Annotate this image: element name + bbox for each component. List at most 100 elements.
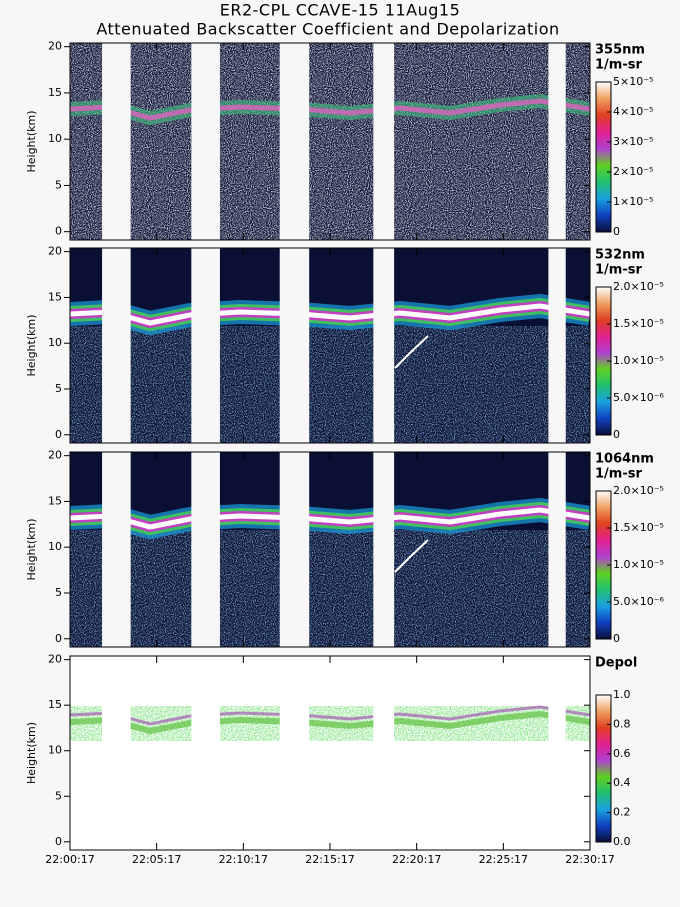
colorbar-tick-label: 1.5×10⁻⁵ <box>613 521 664 534</box>
colorbar <box>595 694 612 843</box>
y-tick-label: 15 <box>48 494 62 507</box>
cloud <box>70 705 590 726</box>
no-data-gap <box>279 248 310 443</box>
virga <box>394 539 429 573</box>
y-tick-label: 0 <box>55 225 62 238</box>
colorbar-tick-label: 0.2 <box>613 806 631 819</box>
no-data-gap <box>548 248 566 443</box>
no-data-gap <box>279 43 310 240</box>
x-tick-label: 22:05:17 <box>132 853 181 866</box>
colorbar-units: 1/m-sr <box>595 263 642 278</box>
colorbar-tick-label: 1.0×10⁻⁵ <box>613 354 664 367</box>
no-data-gap <box>373 248 395 443</box>
y-tick-label: 5 <box>55 382 62 395</box>
colorbar-tick-label: 5×10⁻⁵ <box>613 75 653 88</box>
no-data-gap <box>548 656 566 850</box>
no-data-gap <box>373 656 395 850</box>
colorbar-tick-label: 2.0×10⁻⁵ <box>613 280 664 293</box>
cloud <box>70 98 590 121</box>
y-axis-label: Height(km) <box>25 110 38 172</box>
y-tick-label: 15 <box>48 698 62 711</box>
colorbar-tick-label: 1.0×10⁻⁵ <box>613 558 664 571</box>
y-tick-label: 0 <box>55 835 62 848</box>
y-axis-label: Height(km) <box>25 518 38 580</box>
no-data-gap <box>191 452 220 647</box>
no-data-gap <box>102 248 131 443</box>
colorbar-label: 355nm <box>595 43 645 58</box>
y-tick-label: 15 <box>48 86 62 99</box>
no-data-gap <box>102 452 131 647</box>
cloud <box>70 507 590 530</box>
y-tick-label: 5 <box>55 789 62 802</box>
colorbar-tick-label: 0 <box>613 225 620 238</box>
no-data-gap <box>191 656 220 850</box>
colorbar-label: Depol <box>595 656 637 671</box>
no-data-gap <box>373 43 395 240</box>
colorbar-tick-label: 1×10⁻⁵ <box>613 195 653 208</box>
x-tick-label: 22:30:17 <box>565 853 614 866</box>
no-data-gap <box>279 656 310 850</box>
colorbar-tick-label: 1.0 <box>613 688 631 701</box>
no-data-gap <box>548 43 566 240</box>
chart-subtitle: Attenuated Backscatter Coefficient and D… <box>96 20 559 39</box>
colorbar-tick-label: 0.6 <box>613 747 631 760</box>
colorbar-units: 1/m-sr <box>595 467 642 482</box>
virga <box>394 335 429 369</box>
colorbar-label: 532nm <box>595 248 645 263</box>
no-data-gap <box>191 43 220 240</box>
colorbar-tick-label: 0 <box>613 428 620 441</box>
y-tick-label: 20 <box>48 245 62 258</box>
y-tick-label: 5 <box>55 586 62 599</box>
colorbar-tick-label: 1.5×10⁻⁵ <box>613 317 664 330</box>
plot-background <box>70 656 590 850</box>
plot-area <box>70 248 590 443</box>
colorbar-tick-label: 0.0 <box>613 835 631 848</box>
no-data-gap <box>373 452 395 647</box>
colorbar-tick-label: 2.0×10⁻⁵ <box>613 484 664 497</box>
colorbar <box>595 81 612 233</box>
y-tick-label: 10 <box>48 540 62 553</box>
x-tick-label: 22:15:17 <box>305 853 354 866</box>
y-tick-label: 10 <box>48 336 62 349</box>
no-data-gap <box>191 248 220 443</box>
plot-area <box>70 452 590 647</box>
colorbar-label: 1064nm <box>595 452 654 467</box>
colorbar-tick-label: 5.0×10⁻⁶ <box>613 391 665 404</box>
y-axis-label: Height(km) <box>25 314 38 376</box>
x-tick-label: 22:25:17 <box>479 853 528 866</box>
cloud <box>70 710 590 735</box>
colorbar-tick-label: 0.8 <box>613 717 631 730</box>
noise <box>70 326 590 443</box>
x-tick-label: 22:10:17 <box>219 853 268 866</box>
no-data-gap <box>102 656 131 850</box>
y-axis-label: Height(km) <box>25 722 38 784</box>
noise <box>70 43 590 240</box>
colorbar-tick-label: 2×10⁻⁵ <box>613 165 653 178</box>
x-tick-label: 22:20:17 <box>392 853 441 866</box>
noise <box>70 530 590 647</box>
plot-area <box>70 656 590 850</box>
colorbar-units: 1/m-sr <box>595 58 642 73</box>
plot-area <box>70 43 590 240</box>
y-tick-label: 20 <box>48 449 62 462</box>
y-tick-label: 0 <box>55 428 62 441</box>
no-data-gap <box>102 43 131 240</box>
no-data-gap <box>548 452 566 647</box>
y-tick-label: 20 <box>48 40 62 53</box>
colorbar-tick-label: 0 <box>613 632 620 645</box>
y-tick-label: 15 <box>48 290 62 303</box>
colorbar-tick-label: 3×10⁻⁵ <box>613 135 653 148</box>
x-tick-label: 22:00:17 <box>45 853 94 866</box>
y-tick-label: 10 <box>48 132 62 145</box>
y-tick-label: 20 <box>48 653 62 666</box>
colorbar-tick-label: 0.4 <box>613 776 631 789</box>
cloud <box>70 303 590 326</box>
colorbar-tick-label: 4×10⁻⁵ <box>613 105 653 118</box>
y-tick-label: 0 <box>55 632 62 645</box>
no-data-gap <box>279 452 310 647</box>
chart-title: ER2-CPL CCAVE-15 11Aug15 <box>220 1 461 20</box>
y-tick-label: 5 <box>55 178 62 191</box>
colorbar-tick-label: 5.0×10⁻⁶ <box>613 595 665 608</box>
y-tick-label: 10 <box>48 744 62 757</box>
